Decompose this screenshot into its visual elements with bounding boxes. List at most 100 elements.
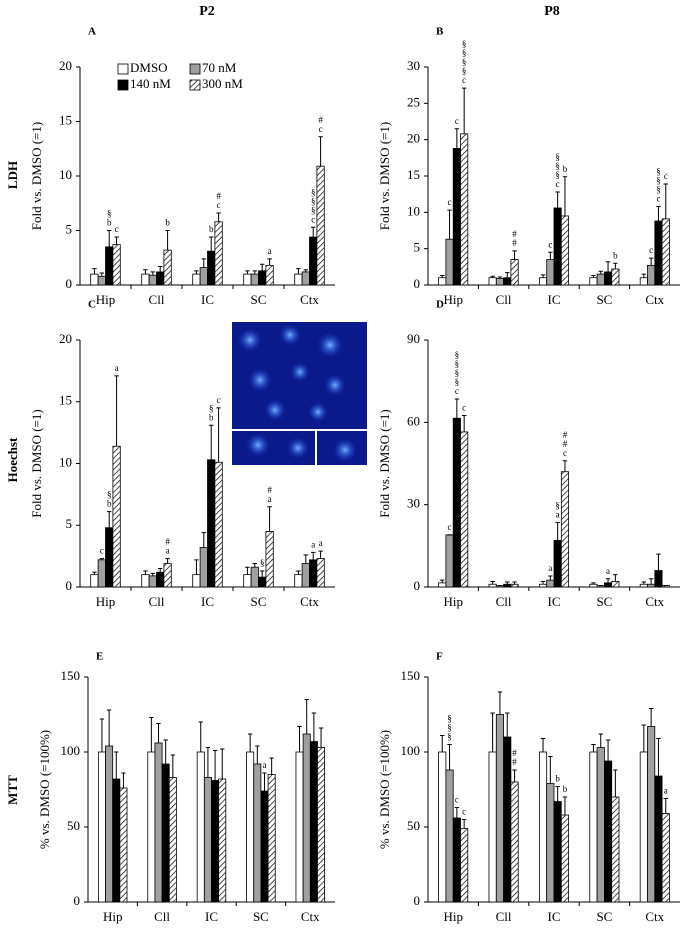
error-bar [150,271,156,276]
significance-label: § [107,209,112,219]
bar [203,777,212,903]
y-tick-label: 30 [407,496,420,511]
error-bar [497,276,503,279]
error-bar [201,258,207,268]
error-bar [605,578,611,583]
error-bar [613,262,618,270]
significance-label: c [455,386,459,396]
error-bar [461,414,467,432]
error-bar [454,807,460,818]
bar [639,583,648,588]
significance-label: b [563,164,568,174]
bar [148,575,157,588]
panel-label: B [436,26,444,38]
significance-label: # [512,229,517,239]
bar [214,221,223,286]
error-bar [259,570,265,578]
significance-label: c [455,116,459,126]
significance-label: # [267,485,272,495]
y-axis-label: Fold vs. DMSO (=1) [29,122,44,230]
bar [596,273,605,286]
legend-label: 140 nM [130,76,171,91]
y-tick-label: 5 [66,221,73,236]
error-bar [208,236,214,252]
error-bar [648,708,654,727]
significance-label: b [107,499,112,509]
significance-label: § [260,558,265,568]
bar [452,417,461,588]
significance-label: § [462,57,467,67]
bar [141,574,150,588]
bar [168,777,177,903]
error-bar [562,176,568,216]
bar [503,583,512,588]
error-bar [106,230,112,247]
bar [661,218,670,286]
error-bar [656,553,661,571]
x-tick-label: Ctx [645,292,664,307]
significance-label: § [462,66,467,76]
error-bar [461,87,467,134]
bar [309,741,318,903]
y-tick-label: 10 [407,203,420,218]
bar [207,459,216,588]
panel-label: E [96,651,103,663]
error-bar [259,263,265,271]
bar [460,431,469,588]
x-tick-label: IC [205,909,218,924]
significance-label: a [311,539,315,549]
significance-label: a [166,546,170,556]
error-bar [198,721,203,752]
x-tick-label: IC [201,594,214,609]
bar [647,726,656,903]
bar [589,277,598,286]
significance-label: § [447,732,452,742]
error-bar [92,571,97,575]
bar [460,133,469,286]
bar [214,461,223,588]
bar [560,471,570,588]
bar [294,273,303,286]
error-bar [497,691,503,715]
y-tick-label: 15 [59,112,72,127]
bar [141,273,150,286]
significance-label: a [664,786,668,796]
significance-label: § [462,39,467,49]
bar [97,751,106,903]
error-bar [454,398,460,419]
error-bar [311,712,317,742]
y-tick-label: 10 [59,167,72,182]
significance-label: c [319,124,323,134]
bar [294,574,303,588]
x-tick-label: Ctx [300,594,319,609]
error-bar [208,424,214,460]
significance-label: § [656,167,661,177]
error-bar [490,275,495,278]
bar [112,445,121,588]
x-tick-label: IC [548,594,561,609]
x-tick-label: SC [251,292,267,307]
bar [112,244,121,286]
column-title: P8 [544,4,560,19]
significance-label: c [311,214,315,224]
error-bar [440,579,445,583]
error-bar [591,582,596,585]
error-bar [149,717,154,752]
error-bar [318,136,323,167]
bar [97,275,106,286]
significance-label: c [100,546,104,556]
bar [611,581,620,588]
error-bar [555,191,560,208]
x-tick-label: Ctx [645,594,664,609]
significance-label: # [512,238,517,248]
bar [538,583,548,588]
y-tick-label: 150 [61,668,81,683]
panel-label: C [88,299,96,311]
significance-label: a [556,510,560,520]
bar [445,534,454,588]
error-bar [641,273,647,278]
error-bar [296,570,301,575]
bar [253,763,262,903]
y-axis-label: Fold vs. DMSO (=1) [29,409,44,517]
